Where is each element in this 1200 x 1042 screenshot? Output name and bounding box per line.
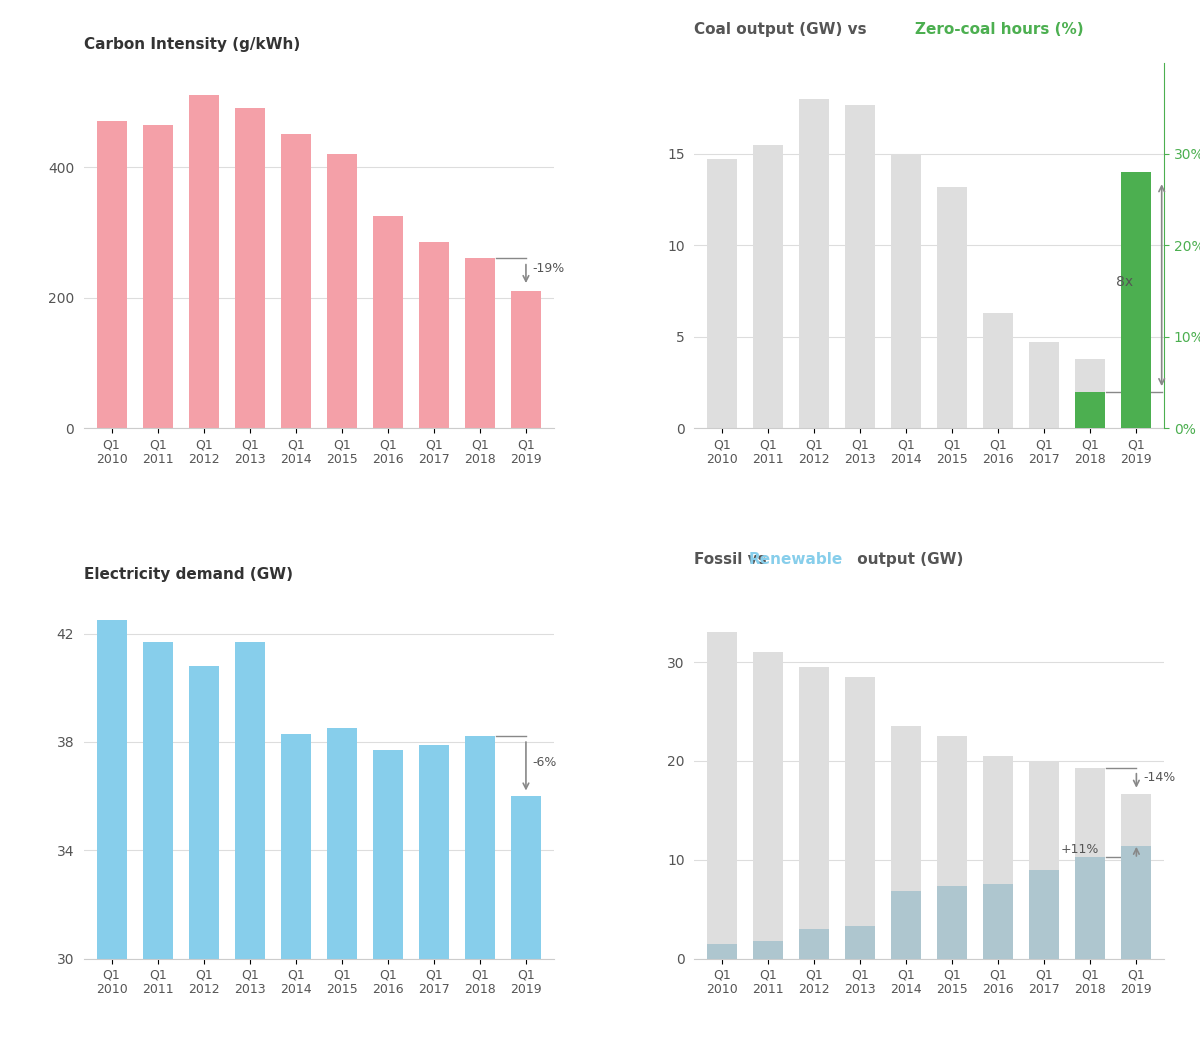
Text: -6%: -6%	[533, 755, 557, 769]
Bar	[707, 159, 737, 428]
Bar	[1075, 358, 1105, 428]
Bar	[937, 187, 967, 428]
Text: +11%: +11%	[1061, 843, 1099, 855]
Text: Electricity demand (GW): Electricity demand (GW)	[84, 567, 293, 582]
Bar	[799, 99, 829, 428]
Bar	[799, 667, 829, 959]
Bar	[188, 666, 218, 1042]
Bar	[754, 145, 784, 428]
Bar	[511, 291, 541, 428]
Text: Coal output (GW) vs: Coal output (GW) vs	[695, 22, 872, 36]
Text: Carbon Intensity (g/kWh): Carbon Intensity (g/kWh)	[84, 36, 300, 52]
Bar	[419, 242, 449, 428]
Bar	[373, 750, 403, 1042]
Bar	[235, 642, 265, 1042]
Bar	[1075, 392, 1105, 428]
Bar	[845, 677, 875, 959]
Text: 8x: 8x	[1116, 275, 1133, 289]
Bar	[1030, 870, 1060, 959]
Bar	[892, 726, 922, 959]
Bar	[799, 929, 829, 959]
Bar	[143, 125, 173, 428]
Bar	[419, 745, 449, 1042]
Text: output (GW): output (GW)	[852, 552, 964, 567]
Bar	[1122, 846, 1151, 959]
Bar	[845, 926, 875, 959]
Bar	[892, 891, 922, 959]
Bar	[235, 108, 265, 428]
Text: Fossil vs: Fossil vs	[695, 552, 773, 567]
Bar	[97, 620, 126, 1042]
Text: -14%: -14%	[1144, 771, 1176, 785]
Bar	[937, 737, 967, 959]
Bar	[937, 887, 967, 959]
Bar	[373, 216, 403, 428]
Bar	[188, 95, 218, 428]
Text: Renewable: Renewable	[749, 552, 842, 567]
Bar	[511, 796, 541, 1042]
Bar	[1075, 768, 1105, 959]
Text: Zero-coal hours (%): Zero-coal hours (%)	[916, 22, 1084, 36]
Bar	[845, 104, 875, 428]
Bar	[326, 154, 356, 428]
Bar	[1075, 857, 1105, 959]
Bar	[281, 134, 311, 428]
Bar	[707, 944, 737, 959]
Bar	[892, 154, 922, 428]
Bar	[143, 642, 173, 1042]
Bar	[707, 632, 737, 959]
Bar	[464, 737, 494, 1042]
Text: -19%: -19%	[533, 262, 565, 275]
Bar	[281, 734, 311, 1042]
Bar	[1122, 402, 1151, 428]
Bar	[983, 313, 1013, 428]
Bar	[97, 121, 126, 428]
Bar	[754, 652, 784, 959]
Bar	[983, 885, 1013, 959]
Bar	[1122, 794, 1151, 959]
Bar	[1122, 172, 1151, 428]
Bar	[464, 258, 494, 428]
Bar	[1030, 761, 1060, 959]
Bar	[754, 941, 784, 959]
Bar	[1030, 343, 1060, 428]
Bar	[326, 728, 356, 1042]
Bar	[983, 756, 1013, 959]
